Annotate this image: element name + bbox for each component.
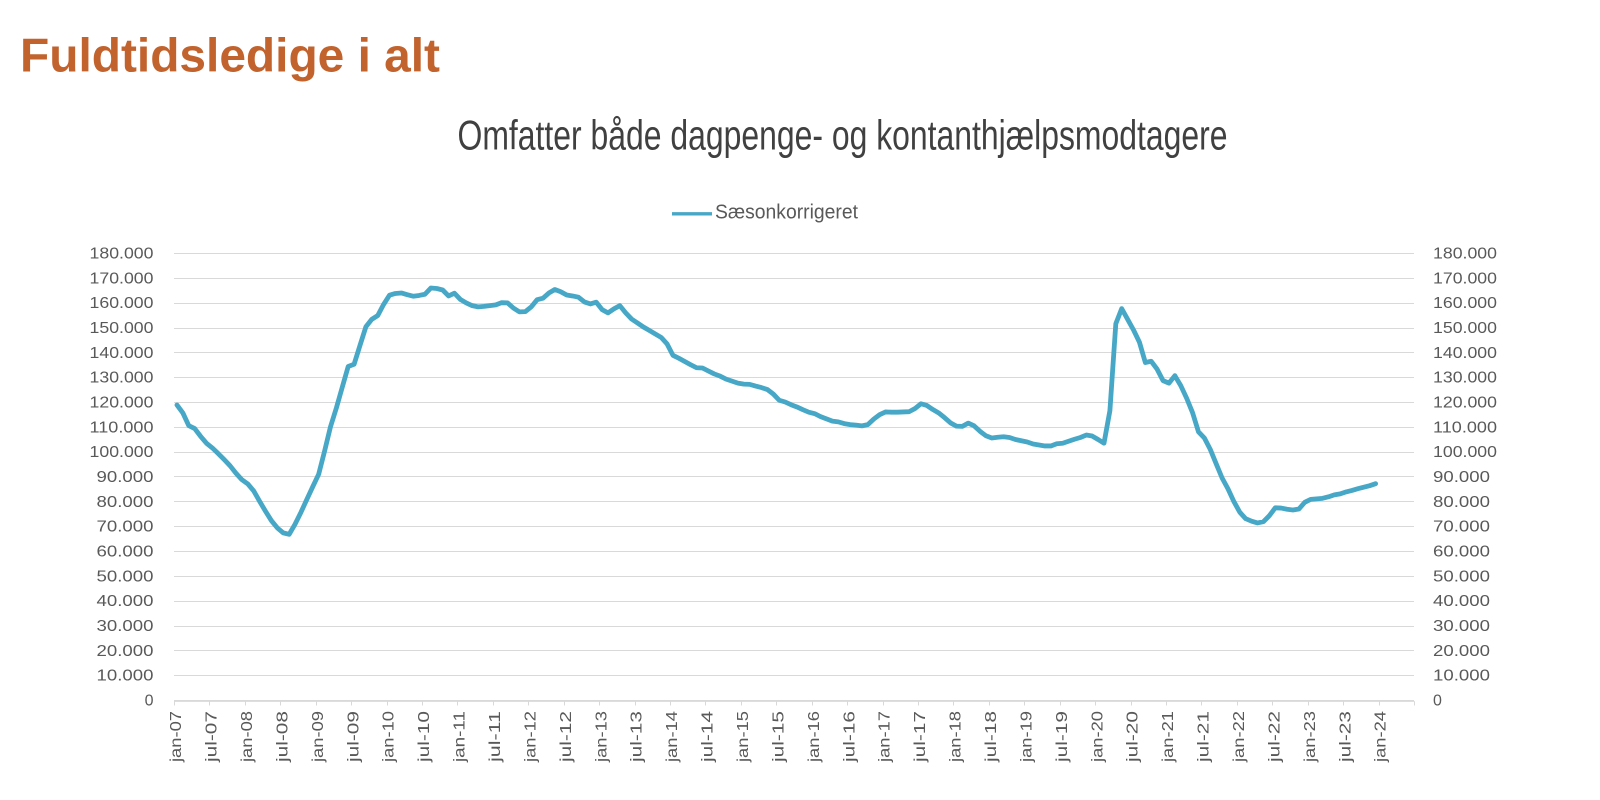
svg-text:jul-20: jul-20 — [1125, 711, 1142, 763]
svg-text:jan-24: jan-24 — [1373, 711, 1390, 763]
svg-text:jul-11: jul-11 — [487, 711, 504, 763]
svg-text:100.000: 100.000 — [1433, 444, 1497, 461]
svg-text:jul-22: jul-22 — [1266, 711, 1283, 763]
svg-text:30.000: 30.000 — [97, 618, 154, 635]
svg-text:jul-23: jul-23 — [1337, 711, 1354, 763]
svg-text:jul-10: jul-10 — [416, 711, 433, 763]
svg-text:jan-13: jan-13 — [593, 711, 610, 763]
svg-text:jan-11: jan-11 — [452, 711, 469, 763]
svg-text:jul-19: jul-19 — [1054, 711, 1071, 763]
svg-text:jan-19: jan-19 — [1018, 711, 1035, 763]
svg-text:130.000: 130.000 — [1433, 370, 1497, 387]
svg-text:0: 0 — [145, 693, 154, 710]
svg-text:Omfatter både dagpenge- og kon: Omfatter både dagpenge- og kontanthjælps… — [458, 112, 1228, 159]
svg-text:80.000: 80.000 — [97, 494, 154, 511]
svg-text:130.000: 130.000 — [90, 370, 154, 387]
svg-text:180.000: 180.000 — [90, 246, 154, 263]
svg-text:180.000: 180.000 — [1433, 246, 1497, 263]
svg-text:80.000: 80.000 — [1433, 494, 1490, 511]
svg-text:70.000: 70.000 — [1433, 519, 1490, 536]
svg-text:40.000: 40.000 — [1433, 593, 1490, 610]
svg-text:40.000: 40.000 — [97, 593, 154, 610]
svg-text:50.000: 50.000 — [97, 568, 154, 585]
svg-text:170.000: 170.000 — [90, 270, 154, 287]
svg-text:jan-23: jan-23 — [1302, 711, 1319, 763]
svg-text:90.000: 90.000 — [1433, 469, 1490, 486]
svg-text:jan-15: jan-15 — [735, 711, 752, 763]
svg-text:170.000: 170.000 — [1433, 270, 1497, 287]
svg-text:jul-09: jul-09 — [345, 711, 362, 763]
svg-text:jan-20: jan-20 — [1089, 711, 1106, 763]
svg-text:jan-09: jan-09 — [310, 711, 327, 763]
svg-text:Fuldtidsledige i alt: Fuldtidsledige i alt — [20, 29, 440, 82]
svg-text:jan-14: jan-14 — [664, 711, 681, 763]
svg-text:20.000: 20.000 — [97, 643, 154, 660]
svg-text:0: 0 — [1433, 693, 1442, 710]
svg-text:150.000: 150.000 — [90, 320, 154, 337]
svg-text:jan-10: jan-10 — [381, 711, 398, 763]
svg-text:110.000: 110.000 — [1433, 419, 1497, 436]
svg-text:140.000: 140.000 — [90, 345, 154, 362]
svg-text:90.000: 90.000 — [97, 469, 154, 486]
svg-text:jul-08: jul-08 — [274, 711, 291, 763]
svg-text:50.000: 50.000 — [1433, 568, 1490, 585]
svg-text:jul-07: jul-07 — [204, 711, 221, 763]
svg-text:20.000: 20.000 — [1433, 643, 1490, 660]
svg-text:10.000: 10.000 — [1433, 668, 1490, 685]
svg-text:120.000: 120.000 — [90, 395, 154, 412]
svg-text:jul-12: jul-12 — [558, 711, 575, 763]
svg-text:jan-18: jan-18 — [948, 711, 965, 763]
svg-text:jul-16: jul-16 — [841, 711, 858, 763]
svg-text:jan-08: jan-08 — [239, 711, 256, 763]
svg-text:jan-17: jan-17 — [877, 711, 894, 763]
svg-text:160.000: 160.000 — [1433, 295, 1497, 312]
svg-text:140.000: 140.000 — [1433, 345, 1497, 362]
svg-text:110.000: 110.000 — [90, 419, 154, 436]
svg-text:jan-22: jan-22 — [1231, 711, 1248, 763]
svg-text:jan-12: jan-12 — [522, 711, 539, 763]
svg-text:jul-17: jul-17 — [912, 711, 929, 763]
svg-text:jul-13: jul-13 — [629, 711, 646, 763]
svg-text:jul-14: jul-14 — [700, 711, 717, 763]
svg-text:jan-16: jan-16 — [806, 711, 823, 763]
svg-text:60.000: 60.000 — [97, 544, 154, 561]
svg-text:120.000: 120.000 — [1433, 395, 1497, 412]
svg-text:jan-21: jan-21 — [1160, 711, 1177, 763]
svg-text:jul-21: jul-21 — [1196, 711, 1213, 763]
svg-text:160.000: 160.000 — [90, 295, 154, 312]
svg-text:jul-15: jul-15 — [770, 711, 787, 763]
svg-text:Sæsonkorrigeret: Sæsonkorrigeret — [715, 201, 858, 223]
svg-text:jan-07: jan-07 — [168, 711, 185, 763]
svg-text:60.000: 60.000 — [1433, 544, 1490, 561]
svg-text:jul-18: jul-18 — [983, 711, 1000, 763]
svg-text:30.000: 30.000 — [1433, 618, 1490, 635]
svg-text:150.000: 150.000 — [1433, 320, 1497, 337]
svg-text:10.000: 10.000 — [97, 668, 154, 685]
svg-text:100.000: 100.000 — [90, 444, 154, 461]
svg-text:70.000: 70.000 — [97, 519, 154, 536]
